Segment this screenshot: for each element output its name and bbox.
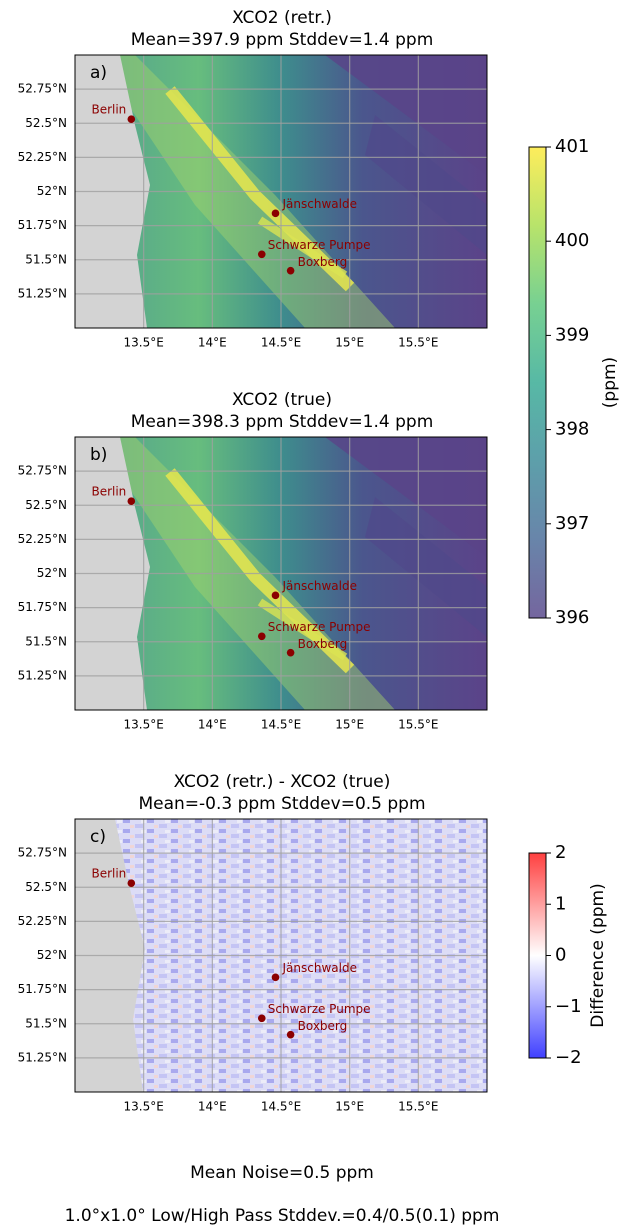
colorbar-tick-label: 2 bbox=[555, 842, 566, 863]
site-marker bbox=[258, 632, 266, 640]
site-marker bbox=[287, 267, 295, 275]
y-tick-label: 51.25°N bbox=[18, 1050, 67, 1064]
footer-note: 1.0°x1.0° Low/High Pass Stddev.=0.4/0.5(… bbox=[65, 1206, 500, 1226]
y-tick-label: 52.75°N bbox=[18, 464, 67, 478]
site-label: Jänschwalde bbox=[282, 579, 357, 593]
site-label: Jänschwalde bbox=[282, 197, 357, 211]
y-tick-label: 52.5°N bbox=[25, 880, 67, 894]
colorbar-label: (ppm) bbox=[600, 357, 620, 408]
y-tick-label: 52.25°N bbox=[18, 150, 67, 164]
y-tick-label: 52°N bbox=[37, 184, 67, 198]
y-tick-label: 51.75°N bbox=[18, 982, 67, 996]
footer-note: Mean Noise=0.5 ppm bbox=[190, 1163, 374, 1183]
x-tick-label: 15.5°E bbox=[398, 1100, 438, 1114]
site-marker bbox=[272, 210, 280, 218]
site-marker bbox=[128, 115, 136, 123]
site-label: Boxberg bbox=[298, 1019, 348, 1033]
site-label: Schwarze Pumpe bbox=[268, 620, 371, 634]
site-marker bbox=[287, 649, 295, 657]
figure: Mean Noise=0.5 ppm 1.0°x1.0° Low/High Pa… bbox=[0, 0, 621, 1230]
y-tick-label: 51.5°N bbox=[25, 1016, 67, 1030]
site-marker bbox=[128, 497, 136, 505]
panel-title: XCO2 (true) bbox=[232, 390, 332, 410]
y-tick-label: 52.75°N bbox=[18, 846, 67, 860]
y-tick-label: 51.25°N bbox=[18, 668, 67, 682]
x-tick-label: 14°E bbox=[198, 1100, 227, 1114]
site-label: Schwarze Pumpe bbox=[268, 1002, 371, 1016]
colorbar-tick-label: 1 bbox=[555, 893, 566, 914]
x-tick-label: 15.5°E bbox=[398, 718, 438, 732]
y-tick-label: 51.5°N bbox=[25, 634, 67, 648]
x-tick-label: 13.5°E bbox=[124, 718, 164, 732]
y-tick-label: 52.25°N bbox=[18, 914, 67, 928]
colorbar-tick-label: 396 bbox=[555, 607, 589, 628]
y-tick-label: 51.5°N bbox=[25, 252, 67, 266]
site-label: Berlin bbox=[91, 485, 126, 499]
y-tick-label: 51.75°N bbox=[18, 600, 67, 614]
site-label: Berlin bbox=[91, 103, 126, 117]
x-tick-label: 13.5°E bbox=[124, 336, 164, 350]
panel-label: c) bbox=[90, 827, 106, 847]
site-marker bbox=[258, 1014, 266, 1022]
x-tick-label: 15°E bbox=[335, 336, 364, 350]
site-marker bbox=[272, 974, 280, 982]
site-label: Berlin bbox=[91, 867, 126, 881]
x-tick-label: 14.5°E bbox=[261, 336, 301, 350]
y-tick-label: 52°N bbox=[37, 948, 67, 962]
y-tick-label: 51.75°N bbox=[18, 218, 67, 232]
colorbar-tick-label: −2 bbox=[555, 1047, 582, 1068]
y-tick-label: 52.75°N bbox=[18, 82, 67, 96]
site-label: Boxberg bbox=[298, 255, 348, 269]
colorbar bbox=[529, 853, 546, 1058]
x-tick-label: 14°E bbox=[198, 336, 227, 350]
colorbar-tick-label: −1 bbox=[555, 996, 582, 1017]
y-tick-label: 51.25°N bbox=[18, 286, 67, 300]
x-tick-label: 15.5°E bbox=[398, 336, 438, 350]
site-marker bbox=[272, 592, 280, 600]
panel-title: Mean=397.9 ppm Stddev=1.4 ppm bbox=[131, 30, 434, 50]
panel-label: b) bbox=[90, 445, 107, 465]
x-tick-label: 13.5°E bbox=[124, 1100, 164, 1114]
site-marker bbox=[128, 879, 136, 887]
colorbar-tick-label: 401 bbox=[555, 136, 589, 157]
site-marker bbox=[258, 250, 266, 258]
x-tick-label: 15°E bbox=[335, 1100, 364, 1114]
y-tick-label: 52.5°N bbox=[25, 116, 67, 130]
colorbar-label: Difference (ppm) bbox=[588, 883, 608, 1027]
site-label: Schwarze Pumpe bbox=[268, 238, 371, 252]
colorbar bbox=[529, 147, 546, 618]
x-tick-label: 14.5°E bbox=[261, 718, 301, 732]
y-tick-label: 52°N bbox=[37, 566, 67, 580]
site-marker bbox=[287, 1031, 295, 1039]
panel-label: a) bbox=[90, 63, 107, 83]
panel-title: Mean=398.3 ppm Stddev=1.4 ppm bbox=[131, 412, 434, 432]
colorbar-tick-label: 0 bbox=[555, 945, 566, 966]
colorbar-tick-label: 399 bbox=[555, 324, 589, 345]
colorbar-tick-label: 398 bbox=[555, 419, 589, 440]
y-tick-label: 52.25°N bbox=[18, 532, 67, 546]
x-tick-label: 14.5°E bbox=[261, 1100, 301, 1114]
colorbar-tick-label: 400 bbox=[555, 230, 589, 251]
x-tick-label: 15°E bbox=[335, 718, 364, 732]
panel-title: XCO2 (retr.) - XCO2 (true) bbox=[174, 772, 391, 792]
panel-title: Mean=-0.3 ppm Stddev=0.5 ppm bbox=[138, 794, 425, 814]
y-tick-label: 52.5°N bbox=[25, 498, 67, 512]
colorbar-tick-label: 397 bbox=[555, 513, 589, 534]
panel-title: XCO2 (retr.) bbox=[232, 8, 332, 28]
site-label: Boxberg bbox=[298, 637, 348, 651]
site-label: Jänschwalde bbox=[282, 961, 357, 975]
x-tick-label: 14°E bbox=[198, 718, 227, 732]
